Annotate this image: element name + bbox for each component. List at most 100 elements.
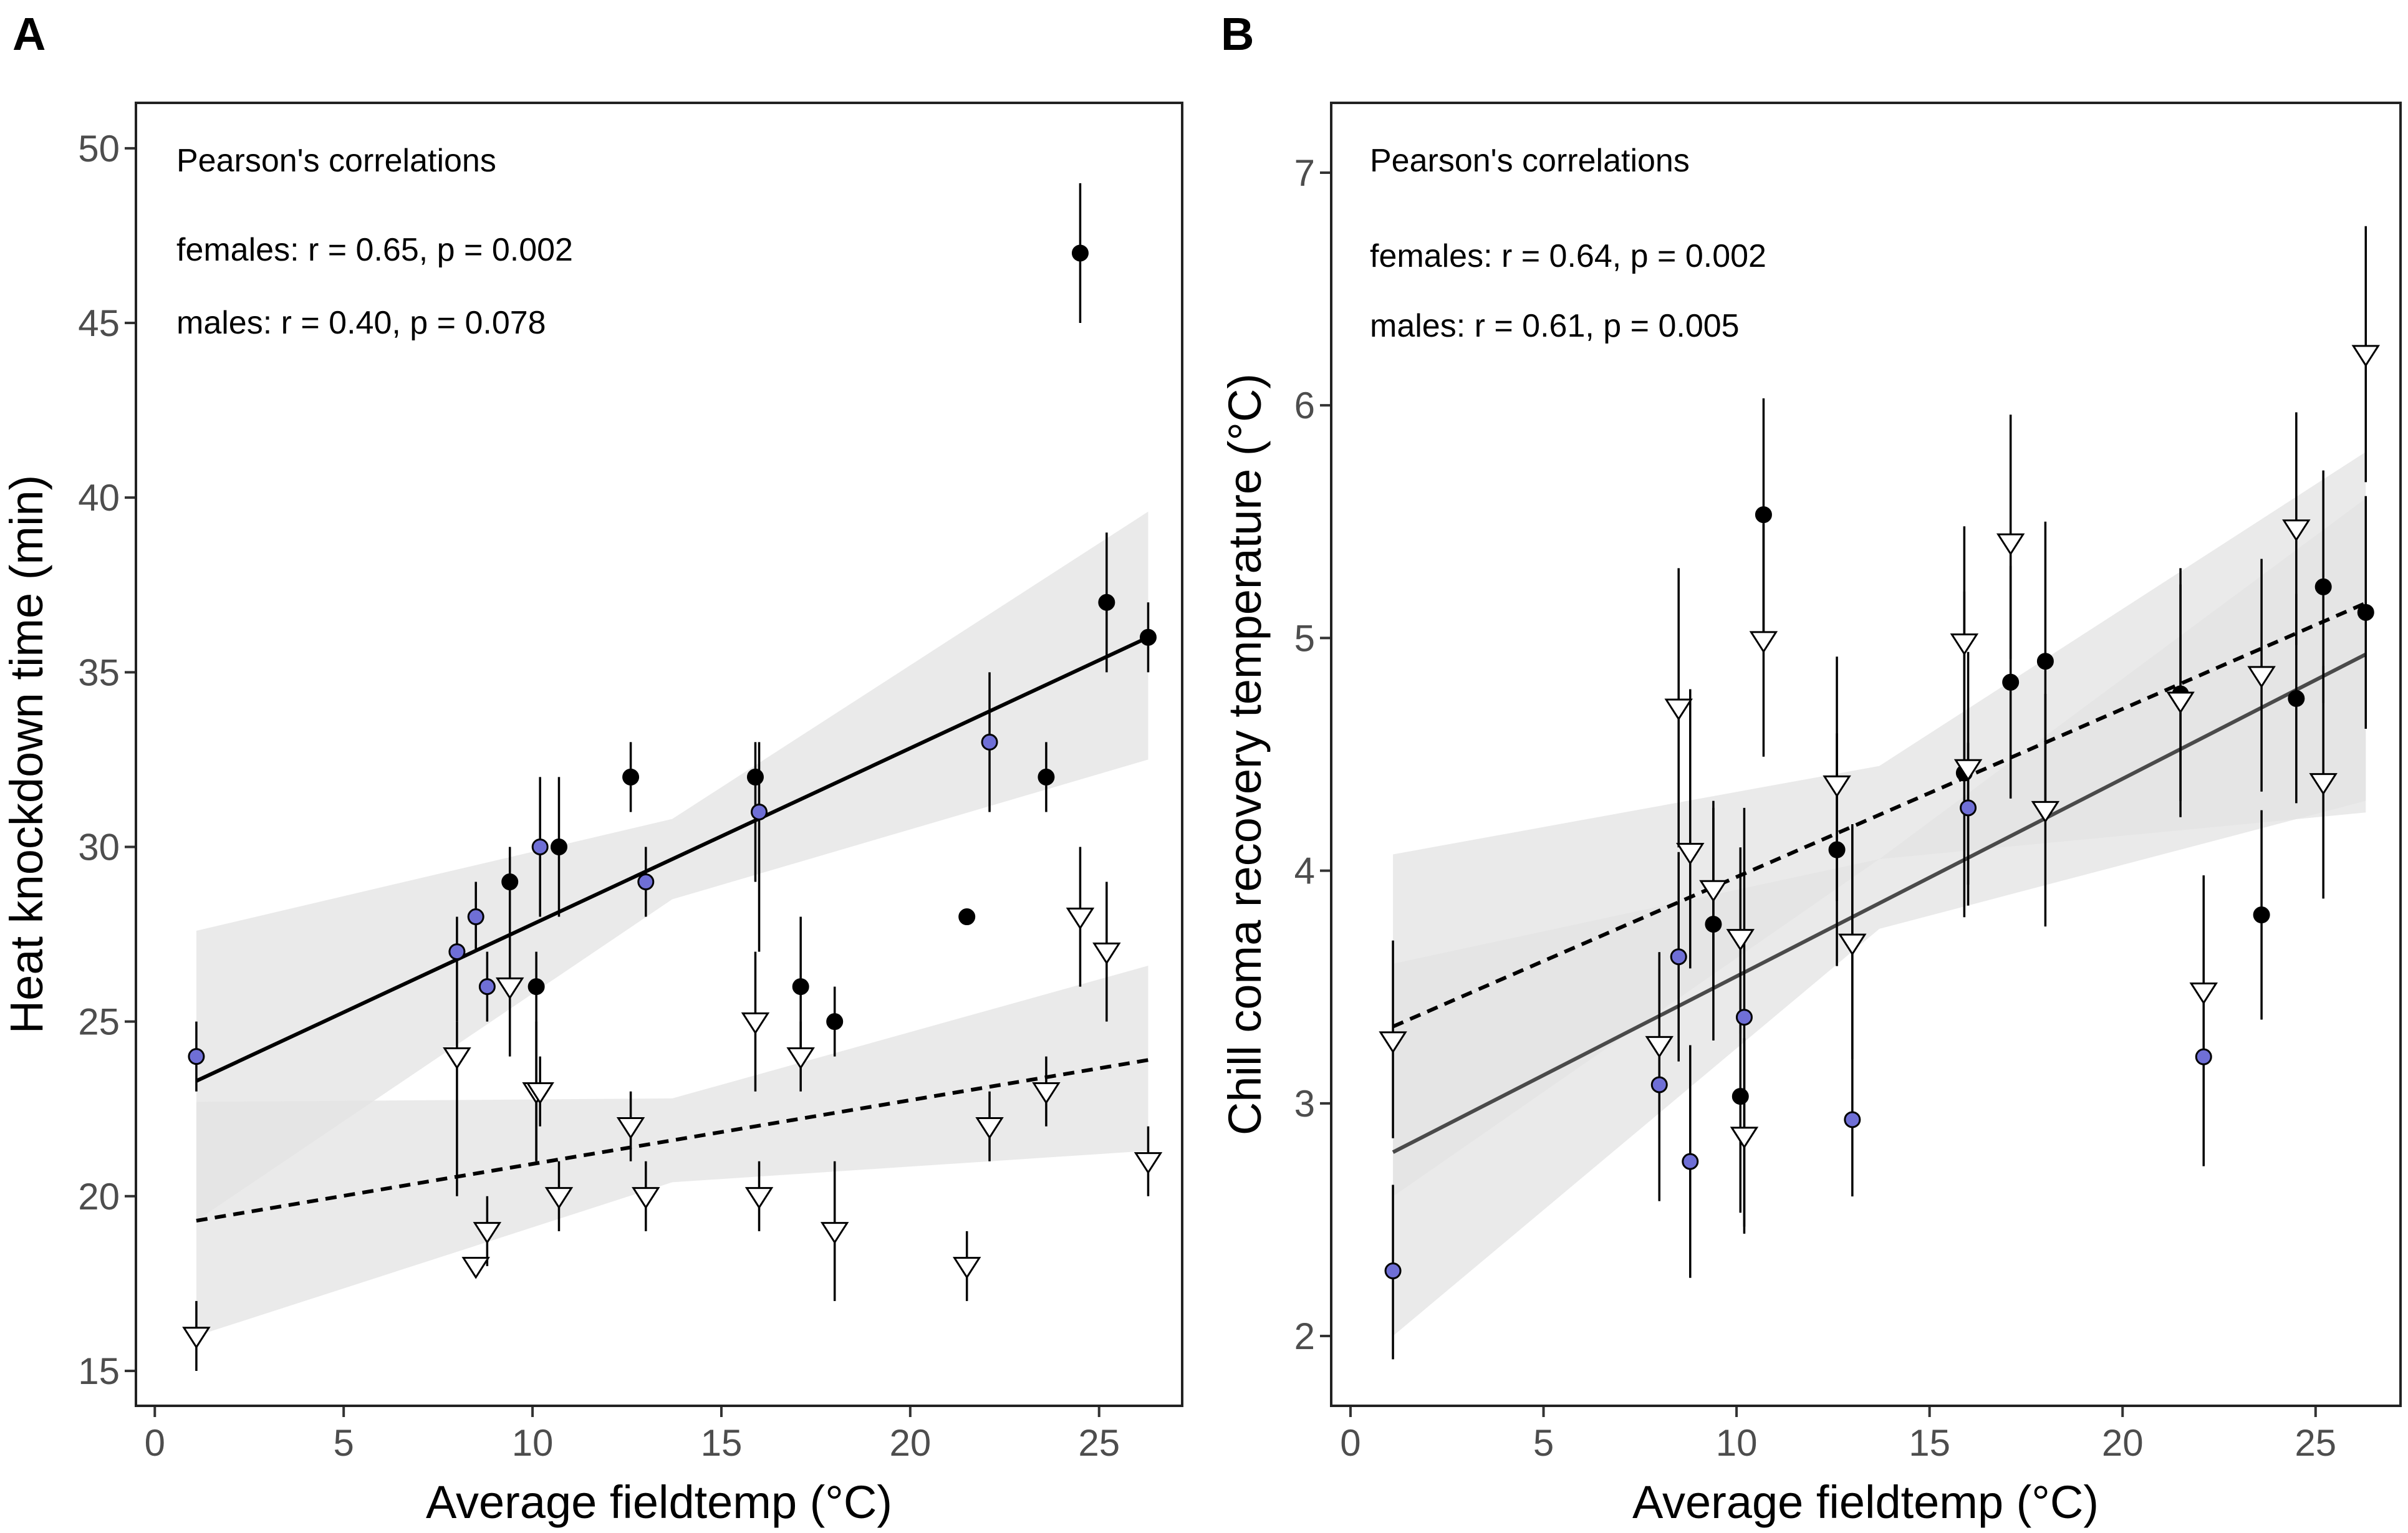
panel-b-male-point (1664, 698, 1693, 721)
panel-a-female-point (981, 733, 998, 751)
panel-b-male-point (1953, 759, 1983, 782)
panel-a-female-point (478, 978, 496, 996)
panel-a-male-point (544, 1187, 574, 1209)
panel-b-male-point (2189, 982, 2218, 1005)
panel-a-y-axis-title: Heat knockdown time (min) (1, 475, 52, 1034)
panel-a-plot: 0 5 10 15 20 25 15 20 25 30 35 40 45 50 (78, 128, 1163, 1464)
panel-a-male-point (616, 1117, 645, 1140)
panel-b-female-point (2036, 653, 2054, 670)
panel-a-y-tick-label: 35 (78, 651, 120, 693)
panel-b-x-tick-label: 20 (2102, 1422, 2144, 1464)
panel-a-female-point (746, 768, 764, 786)
panel-b-male-point (1379, 1031, 1407, 1054)
panel-b-male-point (1730, 1127, 1759, 1149)
panel-a-y-tick-label: 20 (78, 1176, 120, 1218)
panel-b-males-fit-line (1392, 601, 2367, 1029)
panel-a-female-point (527, 978, 545, 996)
panel-a-male-point (1092, 942, 1121, 965)
panel-b-male-point (2282, 519, 2311, 542)
panel-b-male-point (2031, 800, 2060, 824)
panel-a-frame (135, 102, 1183, 1407)
panel-b-x-tick-label: 25 (2295, 1422, 2336, 1464)
panel-b-female-point (1650, 1076, 1668, 1093)
panel-a-male-point (443, 1047, 471, 1070)
panel-b-male-point (1676, 843, 1705, 865)
panel-b-female-point (1844, 1111, 1861, 1128)
panel-a-female-point (622, 768, 640, 786)
panel-a-female-point (826, 1013, 844, 1031)
panel-b-x-axis-title: Average fieldtemp (°C) (1632, 1476, 2099, 1528)
panel-b-male-point (1699, 880, 1728, 903)
panel-a-male-point (1066, 907, 1095, 930)
panel-a-y-tick-label: 25 (78, 1001, 120, 1043)
panel-b-male-point (2166, 691, 2195, 714)
panel-b-female-point (1735, 1009, 1753, 1026)
panel-b-female-point (1705, 915, 1722, 933)
panel-a-female-point (448, 943, 466, 961)
panel-b-female-point (2314, 578, 2332, 595)
panel-a-female-point (550, 838, 567, 855)
panel-b-female-point (2357, 603, 2374, 621)
panel-b-male-point (1749, 631, 1778, 653)
panel-a-female-point (1071, 244, 1089, 262)
panel-b-female-point (2195, 1048, 2212, 1065)
panel-a-x-axis-title: Average fieldtemp (°C) (426, 1476, 892, 1528)
panel-a-annotation-title: Pearson's correlations (176, 143, 496, 179)
panel-a-male-point (744, 1187, 774, 1209)
panel-b-male-point (1645, 1036, 1674, 1059)
panel-a-y-tick-label: 30 (78, 826, 120, 868)
panel-b-males-confidence-band (1393, 451, 2366, 1197)
panel-b-female-point (1682, 1153, 1699, 1170)
panel-a-y-tick-label: 50 (78, 128, 120, 170)
panel-a-male-point (1032, 1082, 1061, 1105)
panel-a-male-point (952, 1257, 981, 1279)
panel-a-female-point (531, 838, 549, 855)
panel-a-x-tick-label: 20 (889, 1422, 931, 1464)
panel-b-females-fit-line (1392, 652, 2367, 1154)
panel-a-female-point (958, 908, 976, 926)
panel-b-female-point (1670, 948, 1687, 966)
panel-b-x-tick-label: 15 (1909, 1422, 1950, 1464)
panel-a-female-point (637, 873, 655, 891)
panel-a-male-point (820, 1222, 849, 1244)
panel-b-plot: 0 5 10 15 20 25 2 3 4 5 6 7 (1294, 152, 2381, 1464)
panel-a-male-point (1134, 1152, 1163, 1175)
panel-a-male-point (461, 1257, 490, 1279)
panel-b-female-point (1384, 1262, 1402, 1280)
panel-b-male-point (1996, 533, 2025, 556)
panel-a-x-tick-label: 15 (701, 1422, 743, 1464)
panel-a-males-fit-line (196, 1058, 1149, 1223)
panel-a-x-tick-label: 10 (512, 1422, 554, 1464)
panel-b-female-point (2253, 906, 2270, 924)
panel-b-male-point (1726, 929, 1755, 951)
panel-a-male-point (786, 1047, 815, 1070)
panel-a-male-point (526, 1082, 554, 1105)
panel-a-y-tick-label: 15 (78, 1350, 120, 1392)
panel-b-y-tick-label: 4 (1294, 850, 1315, 892)
panel-a-y-tick-label: 45 (78, 302, 120, 344)
panel-b-y-tick-label: 6 (1294, 385, 1315, 426)
panel-b-male-point (1823, 775, 1851, 798)
panel-b-x-tick-label: 5 (1533, 1422, 1554, 1464)
panel-a-male-point (975, 1117, 1004, 1140)
panel-a-female-point (1038, 768, 1055, 786)
panel-b-x-tick-label: 0 (1340, 1422, 1361, 1464)
panel-a-female-point (792, 978, 809, 996)
panel-a-male-point (473, 1222, 502, 1244)
panel-letter-b: B (1221, 8, 1254, 60)
panel-a-annotation-males: males: r = 0.40, p = 0.078 (176, 305, 546, 341)
panel-b-male-point (1950, 633, 1979, 656)
panel-a-male-point (741, 1012, 770, 1035)
panel-b-male-point (2247, 666, 2276, 688)
panel-b-annotation-title: Pearson's correlations (1370, 143, 1690, 179)
panel-a-female-point (1098, 593, 1115, 611)
panel-b-y-axis-title: Chill coma recovery temperature (°C) (1219, 373, 1271, 1135)
panel-b-female-point (2288, 690, 2305, 707)
panel-a-female-point (1139, 628, 1157, 646)
panel-a-male-point (495, 977, 524, 1000)
panel-b-male-point (1838, 933, 1867, 956)
panel-a-male-point (632, 1187, 660, 1209)
panel-a-females-confidence-band (196, 511, 1149, 1221)
panel-b-female-point (1755, 506, 1772, 524)
